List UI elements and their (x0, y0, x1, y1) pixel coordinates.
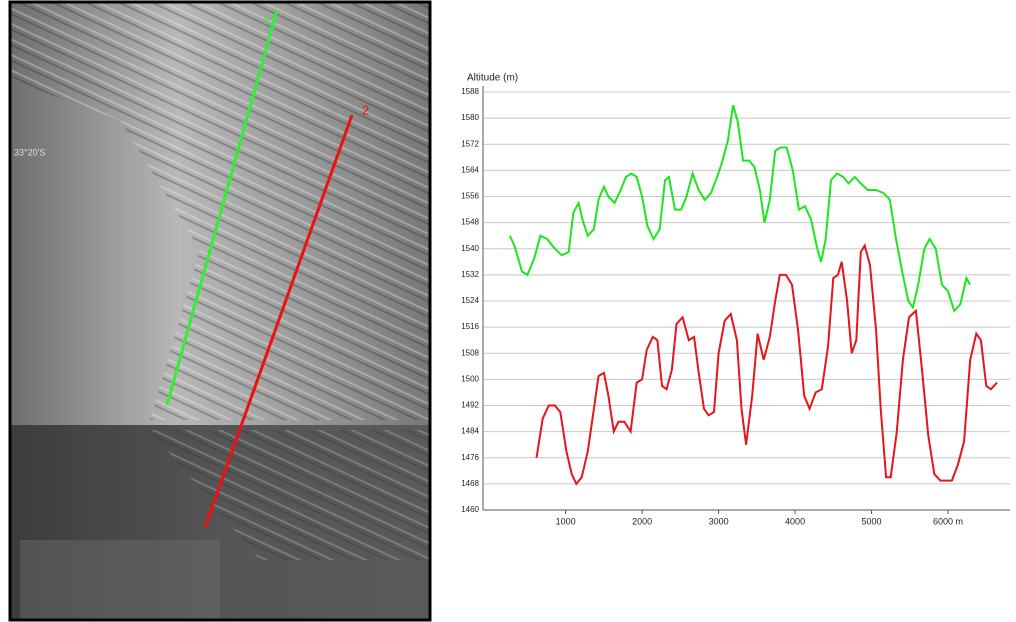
profile-label: 1 (263, 11, 270, 26)
y-tick-label: 1580 (461, 113, 479, 122)
y-tick-label: 1516 (461, 322, 479, 331)
aerial-image (10, 2, 430, 620)
y-tick-label: 1460 (461, 505, 479, 514)
x-tick-label: 2000 (632, 516, 652, 526)
x-tick-label: 6000 m (933, 516, 963, 526)
y-tick-label: 1556 (461, 192, 479, 201)
y-tick-label: 1500 (461, 374, 479, 383)
y-tick-label: 1524 (461, 296, 479, 305)
profile-label: 2 (362, 102, 369, 117)
y-tick-label: 1508 (461, 348, 479, 357)
y-tick-label: 1468 (461, 479, 479, 488)
y-tick-label: 1532 (461, 270, 479, 279)
y-tick-label: 1572 (461, 139, 479, 148)
profile-line (535, 242, 998, 486)
y-tick-label: 1492 (461, 401, 479, 410)
profile-line (203, 114, 354, 528)
x-tick-label: 5000 (862, 516, 882, 526)
profile-line (165, 9, 279, 406)
profile-line (508, 104, 972, 313)
y-tick-label: 1484 (461, 427, 479, 436)
y-tick-label: 1476 (461, 453, 479, 462)
y-axis-label: Altitude (m) (467, 73, 518, 84)
image-frame (8, 0, 432, 622)
y-tick-label: 1540 (461, 244, 479, 253)
y-tick-label: 1548 (461, 218, 479, 227)
latitude-label: 33°20'S (14, 147, 45, 157)
x-tick-label: 1000 (556, 516, 576, 526)
x-tick-label: 3000 (709, 516, 729, 526)
y-tick-label: 1564 (461, 165, 479, 174)
y-tick-label: 1588 (461, 87, 479, 96)
x-tick-label: 4000 (785, 516, 805, 526)
